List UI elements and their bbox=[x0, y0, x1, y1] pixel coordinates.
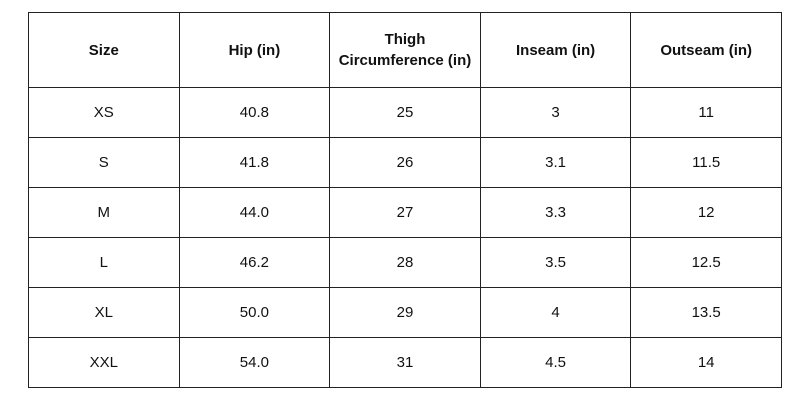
size-chart-table: Size Hip (in) Thigh Circumference (in) I… bbox=[28, 12, 782, 388]
table-header: Size Hip (in) Thigh Circumference (in) I… bbox=[28, 12, 782, 88]
cell-outseam: 11.5 bbox=[630, 137, 782, 188]
header-size: Size bbox=[28, 12, 180, 88]
header-row: Size Hip (in) Thigh Circumference (in) I… bbox=[28, 12, 782, 88]
cell-inseam: 3.1 bbox=[479, 137, 632, 188]
cell-inseam: 4.5 bbox=[479, 337, 632, 388]
cell-hip: 41.8 bbox=[178, 137, 331, 188]
cell-outseam: 11 bbox=[630, 87, 782, 138]
cell-inseam: 3 bbox=[479, 87, 632, 138]
table-body: XS 40.8 25 3 11 S 41.8 26 3.1 11.5 M 44.… bbox=[28, 87, 782, 388]
cell-thigh: 29 bbox=[329, 287, 481, 338]
table-row: L 46.2 28 3.5 12.5 bbox=[28, 237, 782, 288]
cell-size: XS bbox=[28, 87, 180, 138]
cell-thigh: 25 bbox=[329, 87, 481, 138]
cell-size: XL bbox=[28, 287, 180, 338]
cell-size: L bbox=[28, 237, 180, 288]
cell-outseam: 12.5 bbox=[630, 237, 782, 288]
cell-outseam: 13.5 bbox=[630, 287, 782, 338]
cell-inseam: 4 bbox=[479, 287, 632, 338]
cell-thigh: 27 bbox=[329, 187, 481, 238]
cell-thigh: 26 bbox=[329, 137, 481, 188]
cell-inseam: 3.3 bbox=[479, 187, 632, 238]
cell-size: XXL bbox=[28, 337, 180, 388]
header-inseam: Inseam (in) bbox=[479, 12, 632, 88]
cell-hip: 50.0 bbox=[178, 287, 331, 338]
header-outseam: Outseam (in) bbox=[630, 12, 782, 88]
header-thigh-line1: Thigh bbox=[384, 31, 426, 48]
cell-inseam: 3.5 bbox=[479, 237, 632, 288]
cell-hip: 54.0 bbox=[178, 337, 331, 388]
table-row: XXL 54.0 31 4.5 14 bbox=[28, 337, 782, 388]
cell-thigh: 28 bbox=[329, 237, 481, 288]
cell-size: M bbox=[28, 187, 180, 238]
cell-size: S bbox=[28, 137, 180, 188]
table-row: XL 50.0 29 4 13.5 bbox=[28, 287, 782, 338]
table-row: M 44.0 27 3.3 12 bbox=[28, 187, 782, 238]
cell-outseam: 12 bbox=[630, 187, 782, 238]
cell-thigh: 31 bbox=[329, 337, 481, 388]
cell-hip: 46.2 bbox=[178, 237, 331, 288]
cell-hip: 44.0 bbox=[178, 187, 331, 238]
cell-hip: 40.8 bbox=[178, 87, 331, 138]
header-thigh: Thigh Circumference (in) bbox=[329, 12, 481, 88]
cell-outseam: 14 bbox=[630, 337, 782, 388]
table-row: XS 40.8 25 3 11 bbox=[28, 87, 782, 138]
header-hip: Hip (in) bbox=[178, 12, 331, 88]
table-row: S 41.8 26 3.1 11.5 bbox=[28, 137, 782, 188]
header-thigh-line2: Circumference (in) bbox=[338, 52, 472, 69]
